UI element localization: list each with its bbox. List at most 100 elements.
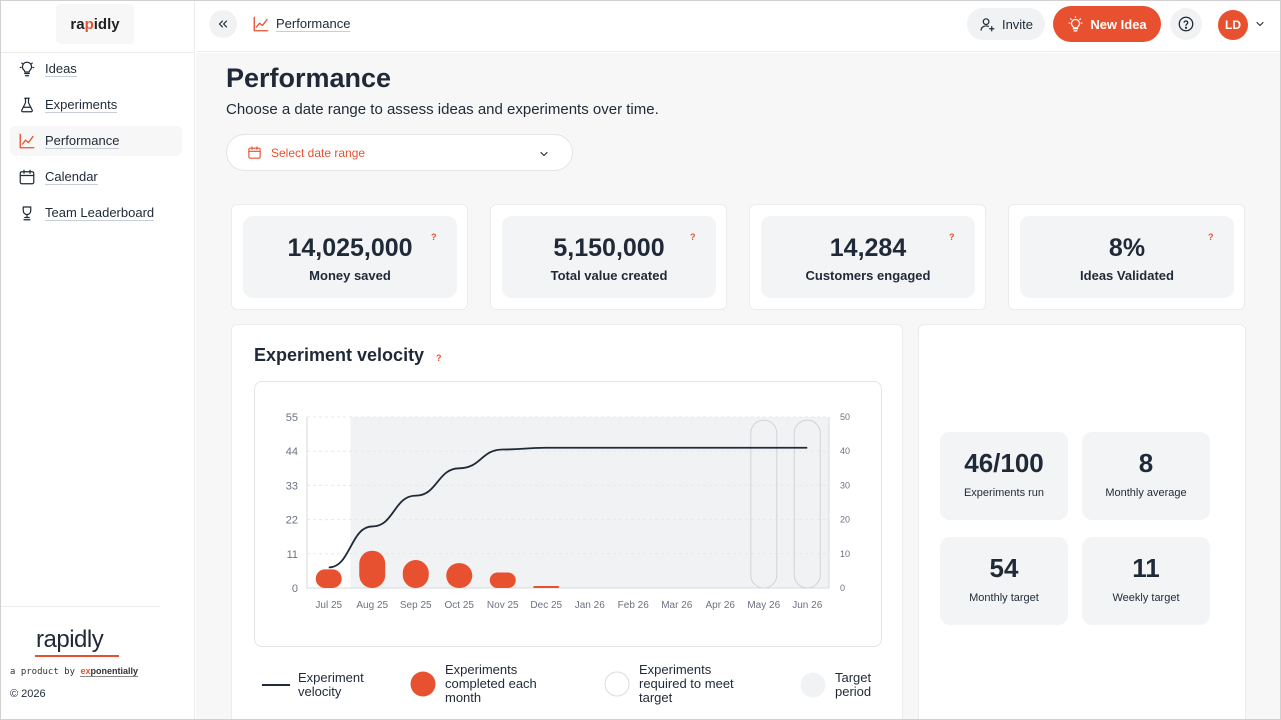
help-icon[interactable]: ?: [1208, 232, 1214, 242]
topbar: Performance Invite New Idea LD: [196, 0, 1281, 52]
page-subtitle: Choose a date range to assess ideas and …: [226, 101, 659, 118]
stat-value: 14,284: [829, 234, 907, 262]
help-icon[interactable]: ?: [949, 232, 955, 242]
stat-card-total-value: 5,150,000 Total value created ?: [490, 204, 727, 310]
target-period-band: [350, 417, 829, 588]
chart-bar-completed: [402, 560, 429, 588]
stat-card-ideas-validated: 8% Ideas Validated ?: [1008, 204, 1245, 310]
y-left-tick-label: 55: [286, 412, 298, 424]
x-tick-label: May 26: [747, 600, 780, 611]
chart-bar-completed: [359, 550, 386, 588]
x-tick-label: Oct 25: [445, 600, 475, 611]
summary-tile-monthly-target: 54 Monthly target: [940, 537, 1068, 625]
calendar-icon: [18, 168, 36, 186]
collapse-sidebar-button[interactable]: [209, 10, 237, 38]
chart-bar-completed: [533, 586, 560, 588]
legend-label: Target period: [835, 670, 872, 699]
sidebar-footer-divider: [0, 606, 160, 607]
help-icon[interactable]: ?: [431, 232, 437, 242]
sidebar-nav: Ideas Experiments Performance Calendar T…: [10, 54, 182, 234]
summary-tile-weekly-target: 11 Weekly target: [1082, 537, 1210, 625]
summary-label: Monthly average: [1105, 487, 1187, 499]
y-left-tick-label: 33: [286, 480, 298, 492]
legend-label: Experiment velocity: [298, 670, 364, 699]
breadcrumb[interactable]: Performance: [276, 16, 351, 32]
sidebar-item-calendar[interactable]: Calendar: [10, 162, 182, 192]
legend-item-target-period[interactable]: Target period: [800, 671, 880, 699]
help-button[interactable]: [1170, 8, 1202, 40]
chart-bar-completed: [446, 563, 473, 588]
legend-item-velocity[interactable]: Experiment velocity: [262, 671, 378, 699]
chart-bar-completed: [315, 569, 342, 588]
stat-value: 5,150,000: [553, 234, 665, 262]
chevron-down-icon: [538, 147, 550, 165]
app-logo[interactable]: rapidly: [56, 4, 134, 44]
stat-label: Ideas Validated: [1080, 268, 1174, 283]
sidebar-item-team-leaderboard[interactable]: Team Leaderboard: [10, 198, 182, 228]
x-tick-label: Apr 26: [706, 600, 736, 611]
x-tick-label: Dec 25: [530, 600, 562, 611]
help-icon[interactable]: ?: [436, 353, 442, 363]
legend-line-swatch: [262, 684, 290, 686]
chart-bar-completed: [489, 572, 516, 588]
lightbulb-icon: [1068, 15, 1083, 31]
y-right-tick-label: 20: [840, 515, 850, 525]
y-left-tick-label: 11: [287, 549, 298, 561]
stat-value: 8%: [1108, 234, 1146, 262]
summary-value: 46/100: [964, 448, 1044, 478]
sidebar-item-label: Performance: [45, 133, 120, 149]
sidebar-item-performance[interactable]: Performance: [10, 126, 182, 156]
x-tick-label: Sep 25: [400, 600, 432, 611]
x-tick-label: Feb 26: [618, 600, 650, 611]
legend-item-required[interactable]: Experiments required to meet target: [604, 663, 754, 705]
sidebar: rapidly Ideas Experiments Performance Ca: [0, 0, 195, 720]
summary-label: Monthly target: [969, 592, 1039, 604]
sidebar-item-label: Experiments: [45, 97, 118, 113]
x-tick-label: Jan 26: [575, 600, 605, 611]
trophy-icon: [18, 204, 36, 222]
x-tick-label: Nov 25: [487, 600, 519, 611]
velocity-title: Experiment velocity: [254, 345, 425, 365]
legend-shaded-swatch: [800, 672, 826, 698]
y-left-tick-label: 22: [286, 515, 298, 527]
y-left-tick-label: 0: [292, 583, 298, 595]
invite-button[interactable]: Invite: [967, 8, 1045, 40]
x-tick-label: Aug 25: [356, 600, 388, 611]
footer-product-prefix: a product by: [10, 667, 76, 677]
main-content: Performance Choose a date range to asses…: [196, 53, 1281, 720]
footer-company-link[interactable]: exponentially: [80, 666, 138, 677]
sidebar-item-label: Team Leaderboard: [45, 205, 155, 221]
new-idea-label: New Idea: [1090, 16, 1147, 32]
velocity-line: [328, 446, 808, 569]
new-idea-button[interactable]: New Idea: [1053, 6, 1161, 42]
page-title: Performance: [226, 63, 392, 93]
help-icon[interactable]: ?: [690, 232, 696, 242]
flask-icon: [18, 96, 36, 114]
sidebar-item-experiments[interactable]: Experiments: [10, 90, 182, 120]
experiment-velocity-card: Experiment velocity ? 0 11 22 33 44 55 0 10 20 30…: [231, 324, 903, 720]
trend-chart-icon: [252, 15, 270, 38]
x-tick-label: Mar 26: [661, 600, 693, 611]
chart-bar-required: [750, 419, 778, 589]
sidebar-divider: [0, 52, 195, 53]
legend-item-completed[interactable]: Experiments completed each month: [410, 663, 555, 705]
summary-card: 46/100 Experiments run 8 Monthly average…: [918, 324, 1246, 720]
stat-card-money-saved: 14,025,000 Money saved ?: [231, 204, 468, 310]
summary-value: 8: [1138, 448, 1154, 478]
sidebar-item-label: Calendar: [45, 169, 98, 185]
stat-tile: 5,150,000 Total value created: [502, 216, 716, 298]
footer-product-credit: a product by exponentially: [10, 666, 138, 677]
y-right-tick-label: 40: [840, 446, 850, 456]
stat-card-customers-engaged: 14,284 Customers engaged ?: [749, 204, 986, 310]
date-range-select[interactable]: Select date range: [226, 134, 573, 171]
summary-label: Weekly target: [1112, 592, 1180, 604]
user-plus-icon: [980, 17, 995, 31]
avatar[interactable]: LD: [1218, 10, 1248, 40]
trend-chart-icon: [18, 132, 36, 150]
chevron-down-icon[interactable]: [1254, 17, 1266, 35]
stat-tile: 8% Ideas Validated: [1020, 216, 1234, 298]
y-right-tick-label: 50: [840, 412, 850, 422]
sidebar-item-label: Ideas: [45, 61, 77, 77]
sidebar-item-ideas[interactable]: Ideas: [10, 54, 182, 84]
stat-label: Total value created: [550, 268, 668, 283]
